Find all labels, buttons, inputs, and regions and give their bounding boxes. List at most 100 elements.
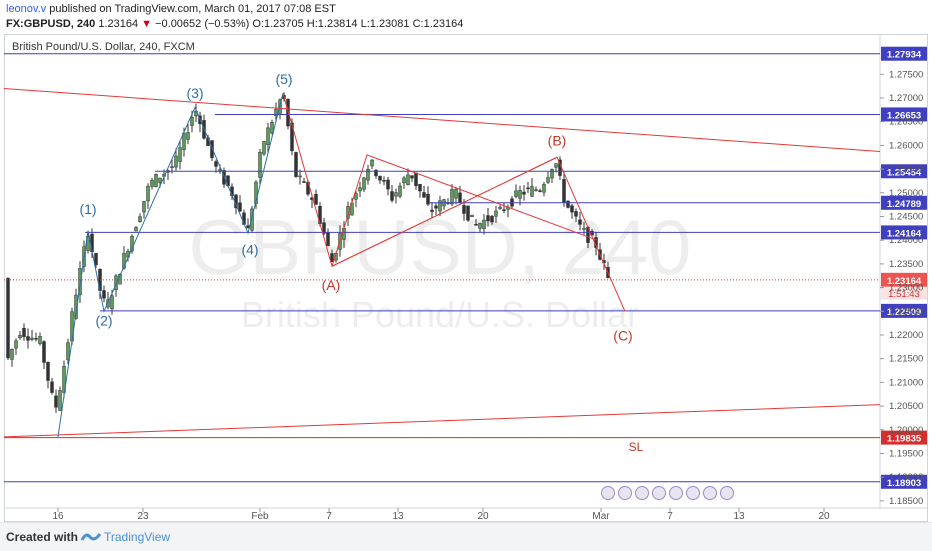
candle — [298, 169, 302, 185]
watermark-symbol: GBPUSD, 240 — [189, 203, 692, 291]
level-price-box — [881, 164, 927, 179]
wave-label: (3) — [186, 85, 203, 101]
candle — [522, 185, 526, 201]
level-price-box — [881, 107, 927, 122]
author-link[interactable]: leonov.v — [6, 3, 47, 15]
countdown-label: 1:51:43 — [888, 289, 920, 300]
footer: Created with TradingView — [0, 522, 932, 551]
candle-body — [250, 208, 254, 231]
level-price-box — [881, 46, 927, 61]
candle-body — [382, 180, 386, 182]
candle-body — [170, 166, 174, 168]
publish-info: leonov.v published on TradingView.com, M… — [6, 3, 336, 15]
candle-body — [378, 176, 382, 181]
candle — [262, 140, 266, 156]
wave-label: (C) — [613, 328, 632, 344]
horizontal-levels: 1.27934 1.26653 1.25454 1.24789 1.24164 1.225… — [4, 46, 927, 489]
event-marker[interactable] — [652, 486, 666, 500]
level-price-tag: 1.19835 — [881, 430, 927, 445]
candle — [302, 177, 306, 184]
event-marker[interactable] — [720, 486, 734, 500]
candle-body — [210, 140, 214, 158]
event-marker-circle — [635, 486, 649, 500]
price-chart[interactable]: GBPUSD, 240 British Pound/U.S. Dollar Br… — [0, 0, 932, 522]
candle-body — [370, 159, 374, 167]
candle — [178, 141, 182, 170]
candle — [54, 389, 58, 413]
candle — [570, 204, 574, 219]
event-marker[interactable] — [703, 486, 717, 500]
candle — [362, 176, 366, 193]
event-markers[interactable] — [601, 486, 734, 500]
candle-body — [302, 181, 306, 183]
candle — [10, 348, 14, 367]
candle — [46, 361, 50, 389]
impulse-wave-path — [57, 93, 284, 437]
event-marker-circle — [618, 486, 632, 500]
candle — [142, 201, 146, 219]
chart-frame — [4, 34, 928, 522]
candle-body — [26, 336, 30, 341]
candle — [14, 338, 18, 355]
level-price-tag: 1.18903 — [881, 474, 927, 489]
candle-body — [438, 200, 442, 212]
candle-body — [6, 277, 10, 359]
candle-body — [54, 395, 58, 408]
candle-body — [498, 206, 502, 209]
event-marker[interactable] — [601, 486, 615, 500]
sl-label: SL — [629, 440, 644, 454]
event-marker[interactable] — [686, 486, 700, 500]
price-tick-label: 1.19000 — [889, 472, 923, 483]
candle-body — [134, 227, 138, 232]
event-marker[interactable] — [635, 486, 649, 500]
candle-body — [546, 177, 550, 183]
event-marker[interactable] — [618, 486, 632, 500]
level-price-box — [881, 303, 927, 318]
candle — [34, 332, 38, 342]
level-price-tag: 1.22509 — [881, 303, 927, 318]
candle — [526, 182, 530, 194]
candle-body — [310, 197, 314, 201]
published-text: published on TradingView.com, March 01, … — [49, 3, 336, 15]
candle — [370, 159, 374, 169]
candle — [546, 171, 550, 184]
time-axis: 16 23 Feb 7 13 20 Mar 7 13 20 — [52, 508, 830, 522]
candle-body — [238, 202, 242, 212]
tradingview-brand[interactable]: TradingView — [104, 530, 171, 544]
candle — [214, 159, 218, 173]
time-tick-label: 13 — [733, 511, 745, 522]
triangle-lower-line — [331, 156, 558, 267]
candle — [274, 102, 278, 122]
level-price-label: 1.25454 — [887, 167, 922, 178]
candle — [30, 329, 34, 342]
wave-label: (4) — [241, 241, 258, 257]
trend-lines — [3, 88, 881, 438]
candle — [154, 173, 158, 188]
candle — [78, 261, 82, 303]
candle — [314, 189, 318, 205]
event-marker[interactable] — [669, 486, 683, 500]
level-price-label: 1.26653 — [887, 110, 921, 121]
candle — [558, 156, 562, 180]
candle-body — [354, 193, 358, 200]
candle — [134, 226, 138, 232]
candle-body — [474, 223, 478, 226]
candle-body — [262, 141, 266, 155]
candle-body — [478, 223, 482, 229]
candle — [186, 124, 190, 145]
candle — [66, 338, 70, 365]
candle — [146, 183, 150, 209]
time-tick-label: 13 — [392, 511, 404, 522]
chart-header: leonov.v published on TradingView.com, M… — [4, 0, 928, 34]
candle — [266, 122, 270, 153]
candle-body — [186, 132, 190, 140]
candle — [562, 171, 566, 207]
price-tick-label: 1.26500 — [889, 117, 923, 128]
candle-body — [386, 179, 390, 190]
candle-body — [514, 190, 518, 197]
candle-body — [466, 205, 470, 221]
candle — [366, 164, 370, 185]
candle-body — [178, 147, 182, 162]
time-tick-label: 23 — [137, 511, 149, 522]
candle-body — [450, 189, 454, 205]
